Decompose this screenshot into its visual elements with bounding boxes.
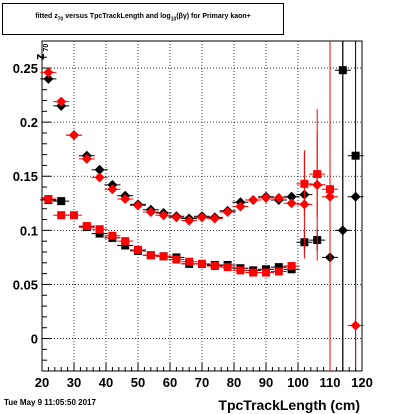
title-z-symbol: z <box>54 13 58 20</box>
square-marker <box>236 266 245 275</box>
y-tick-label: 0.05 <box>13 277 38 292</box>
title-log-subscript: 10 <box>170 16 177 23</box>
y-tick-label: 0 <box>31 332 38 347</box>
x-tick-label: 30 <box>67 375 81 390</box>
x-tick-label: 50 <box>131 375 145 390</box>
chart-title: fitted z70 versus TpcTrackLength and log… <box>3 13 283 22</box>
square-marker <box>198 259 206 268</box>
title-part: fitted <box>35 13 55 20</box>
y-tick-label: 0.2 <box>20 115 38 130</box>
diamond-marker <box>133 200 143 211</box>
square-marker <box>249 268 258 277</box>
title-part: (βγ) for Primary kaon+ <box>176 13 251 20</box>
diamond-marker <box>286 191 297 202</box>
data-points <box>40 41 364 371</box>
diamond-marker <box>94 164 105 175</box>
square-marker <box>210 262 219 271</box>
y-tick-label: 0.25 <box>13 61 38 76</box>
diamond-marker <box>286 198 297 209</box>
square-marker <box>338 66 347 75</box>
square-marker <box>223 263 232 272</box>
square-marker <box>134 245 142 254</box>
square-marker <box>121 241 130 250</box>
x-tick-label: 120 <box>351 375 373 390</box>
diamond-marker <box>43 73 54 84</box>
x-tick-label: 100 <box>287 375 309 390</box>
diamond-marker <box>222 206 233 217</box>
square-marker <box>146 251 155 260</box>
diamond-marker <box>145 206 156 217</box>
square-marker <box>70 211 78 220</box>
diamond-marker <box>120 193 131 204</box>
y-axis-label: z70 <box>32 44 50 60</box>
y-axis-label-subscript: 70 <box>43 44 50 52</box>
square-marker <box>121 237 130 246</box>
square-marker <box>351 151 360 160</box>
square-marker <box>274 263 283 272</box>
square-marker <box>185 257 194 266</box>
diamond-marker <box>69 130 79 141</box>
diamond-marker <box>209 213 220 224</box>
y-tick-label: 0.15 <box>13 169 38 184</box>
x-axis-label: TpcTrackLength (cm) <box>218 397 360 413</box>
axes: 20 30 40 50 60 70 80 90 100 110 120 0 0.05 0.1 0.15 0.2… <box>13 56 373 390</box>
x-tick-label: 40 <box>99 375 113 390</box>
diamond-marker <box>94 172 105 183</box>
square-marker <box>159 252 168 261</box>
square-marker <box>326 185 334 194</box>
diamond-marker <box>158 210 169 221</box>
title-part: versus TpcTrackLength and log <box>63 13 171 20</box>
diamond-marker <box>56 96 67 107</box>
diamond-marker <box>261 192 271 203</box>
square-marker <box>95 225 104 234</box>
x-tick-label: 80 <box>227 375 241 390</box>
diamond-marker <box>248 195 259 206</box>
square-marker <box>82 222 91 231</box>
square-marker <box>274 267 283 276</box>
diamond-marker <box>184 215 195 226</box>
title-box: fitted z70 versus TpcTrackLength and log… <box>2 3 284 35</box>
title-z-subscript: 70 <box>57 16 64 23</box>
diamond-marker <box>171 212 182 223</box>
square-marker <box>57 197 66 206</box>
diamond-marker <box>43 67 54 78</box>
diamond-marker <box>235 201 246 212</box>
diamond-marker <box>81 153 92 164</box>
diamond-marker <box>350 191 361 202</box>
diamond-marker <box>273 192 284 203</box>
square-marker <box>108 231 117 240</box>
y-axis-label-symbol: z <box>32 53 47 60</box>
square-marker <box>57 211 66 220</box>
square-marker <box>300 179 309 188</box>
y-tick-label: 0.1 <box>20 223 38 238</box>
x-tick-label: 110 <box>320 375 341 390</box>
square-marker <box>313 170 322 179</box>
diamond-marker <box>350 320 361 331</box>
square-marker <box>287 262 296 271</box>
square-marker <box>95 229 104 238</box>
square-marker <box>44 194 53 203</box>
x-tick-label: 70 <box>195 375 209 390</box>
diamond-marker <box>107 184 118 195</box>
timestamp: Tue May 9 11:05:50 2017 <box>4 398 96 407</box>
x-tick-label: 60 <box>163 375 177 390</box>
diamond-marker <box>197 212 207 223</box>
square-marker <box>172 255 181 264</box>
x-tick-label: 20 <box>35 375 49 390</box>
square-marker <box>262 268 270 277</box>
x-tick-label: 90 <box>259 375 273 390</box>
